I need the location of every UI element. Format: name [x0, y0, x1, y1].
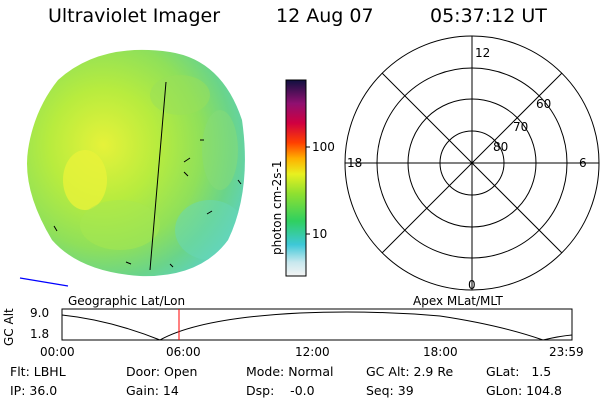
seq-info: Seq: 39: [366, 383, 414, 398]
time-tick-1200: 12:00: [295, 345, 330, 359]
mlat-label-80: 80: [493, 140, 509, 154]
time-tick-0000: 00:00: [40, 345, 75, 359]
time-label: 05:37:12 UT: [430, 5, 547, 27]
colorbar-tick-100: 100: [312, 140, 335, 154]
colorbar-tick-10: 10: [312, 227, 328, 241]
filter-info: Flt: LBHL: [10, 364, 66, 379]
date-label: 12 Aug 07: [276, 5, 374, 27]
colorbar-unit-label: photon cm-2s-1: [270, 160, 284, 256]
apex-label: Apex MLat/MLT: [413, 294, 503, 308]
coastline-marks: [53, 139, 242, 268]
mlt-label-18: 18: [347, 156, 363, 170]
altitude-ytick-1-8: 1.8: [30, 327, 50, 341]
time-tick-1800: 18:00: [423, 345, 458, 359]
polar-plot: [344, 35, 600, 291]
altitude-ytick-9: 9.0: [30, 306, 50, 320]
mlt-label-0: 0: [468, 278, 476, 292]
mlt-label-12: 12: [475, 46, 491, 60]
altitude-ylabel: GC Alt: [2, 308, 16, 346]
orbit-altitude-curve: [61, 311, 573, 341]
glat-info: GLat: 1.5: [486, 364, 552, 379]
colorbar: [285, 79, 310, 277]
geographic-grid-line: [149, 81, 167, 271]
glon-info: GLon: 104.8: [486, 383, 562, 398]
mlt-label-6: 6: [579, 156, 587, 170]
time-tick-0600: 06:00: [166, 345, 201, 359]
gain-info: Gain: 14: [126, 383, 179, 398]
horizon-line: [19, 277, 69, 287]
mode-info: Mode: Normal: [246, 364, 334, 379]
mlat-label-60: 60: [536, 97, 552, 111]
altitude-plot: [61, 308, 573, 341]
instrument-title: Ultraviolet Imager: [48, 5, 221, 27]
dsp-info: Dsp: -0.0: [246, 383, 315, 398]
mlat-label-70: 70: [513, 120, 529, 134]
ip-info: IP: 36.0: [10, 383, 58, 398]
gc-alt-info: GC Alt: 2.9 Re: [366, 364, 454, 379]
door-info: Door: Open: [126, 364, 198, 379]
time-tick-2359: 23:59: [549, 345, 584, 359]
geographic-label: Geographic Lat/Lon: [68, 294, 186, 308]
uv-image-disk: [19, 49, 245, 287]
